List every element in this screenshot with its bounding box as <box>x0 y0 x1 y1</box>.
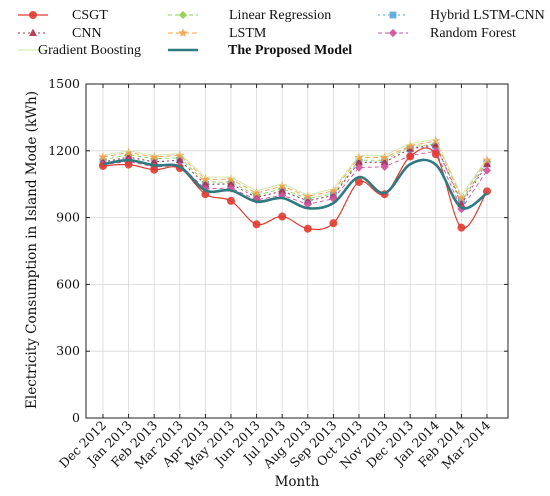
y-tick-label: 900 <box>56 210 80 225</box>
legend-item-gradient-boosting: Gradient Boosting <box>18 43 141 58</box>
series-line-hybrid-lstm-cnn <box>102 145 488 202</box>
data-point-lstm <box>456 193 467 203</box>
series-lstm <box>98 135 492 203</box>
plot-frame <box>85 83 509 419</box>
series-line-cnn <box>102 144 488 206</box>
data-point-csgt <box>226 196 235 205</box>
grid <box>86 84 508 418</box>
legend-marker <box>389 11 397 19</box>
y-tick-label: 1200 <box>48 143 80 158</box>
legend-label: The Proposed Model <box>228 43 352 58</box>
data-point-lstm <box>200 174 211 184</box>
legend-marker <box>178 10 188 20</box>
y-axis-title: Electricity Consumption in Island Mode (… <box>24 91 40 409</box>
data-point-csgt <box>431 150 440 159</box>
data-point-csgt <box>278 212 287 221</box>
x-axis-title: Month <box>275 474 320 490</box>
legend-marker <box>388 28 398 38</box>
legend-label: Linear Regression <box>229 8 331 23</box>
legend-label: Gradient Boosting <box>38 43 141 58</box>
legend-item-csgt: CSGT <box>18 8 108 23</box>
series-layer <box>98 135 492 233</box>
legend-label: Random Forest <box>430 26 516 41</box>
y-tick-label: 1500 <box>48 76 80 91</box>
data-point-lstm <box>303 191 313 201</box>
legend-marker <box>178 28 188 38</box>
data-point-csgt <box>124 160 133 169</box>
legend-marker <box>28 10 37 19</box>
legend-item-lstm: LSTM <box>168 26 267 41</box>
data-point-lstm <box>149 152 159 162</box>
data-point-lstm <box>379 152 390 162</box>
series-gradient-boosting <box>102 138 488 197</box>
data-point-lstm <box>354 152 364 162</box>
data-point-lstm <box>251 188 262 198</box>
legend: CSGT Linear Regression Hybrid LSTM-CNN CNN L… <box>18 8 545 58</box>
series-cnn <box>99 140 491 208</box>
legend-item-cnn: CNN <box>18 26 102 41</box>
data-point-lstm <box>482 155 492 165</box>
data-point-csgt <box>303 224 312 233</box>
data-point-csgt <box>252 220 261 229</box>
legend-item-linear-regression: Linear Regression <box>168 8 331 23</box>
legend-marker <box>29 28 37 36</box>
data-point-csgt <box>150 165 159 174</box>
legend-item-random-forest: Random Forest <box>378 26 516 41</box>
data-point-csgt <box>329 219 338 228</box>
legend-label: LSTM <box>229 26 267 41</box>
y-tick-label: 600 <box>56 276 80 291</box>
legend-label: CSGT <box>72 8 108 23</box>
y-tick-label: 0 <box>72 410 80 425</box>
legend-item-the-proposed-model: The Proposed Model <box>168 43 352 58</box>
series-line-gradient-boosting <box>102 138 488 197</box>
series-line-random-forest <box>102 150 488 211</box>
series-the-proposed-model <box>102 158 488 210</box>
series-line-linear-regression <box>102 143 488 203</box>
data-point-random-forest <box>354 163 364 172</box>
series-line-csgt <box>102 147 488 231</box>
data-point-csgt <box>406 152 415 161</box>
data-point-lstm <box>98 152 108 162</box>
series-line-lstm <box>102 140 488 199</box>
data-point-random-forest <box>482 166 492 175</box>
legend-label: CNN <box>72 26 102 41</box>
legend-label: Hybrid LSTM-CNN <box>430 8 545 23</box>
legend-item-hybrid-lstm-cnn: Hybrid LSTM-CNN <box>378 8 545 23</box>
y-tick-label: 300 <box>56 343 80 358</box>
series-line-the-proposed-model <box>102 158 488 210</box>
data-point-random-forest <box>380 162 389 171</box>
data-point-csgt <box>457 223 466 232</box>
